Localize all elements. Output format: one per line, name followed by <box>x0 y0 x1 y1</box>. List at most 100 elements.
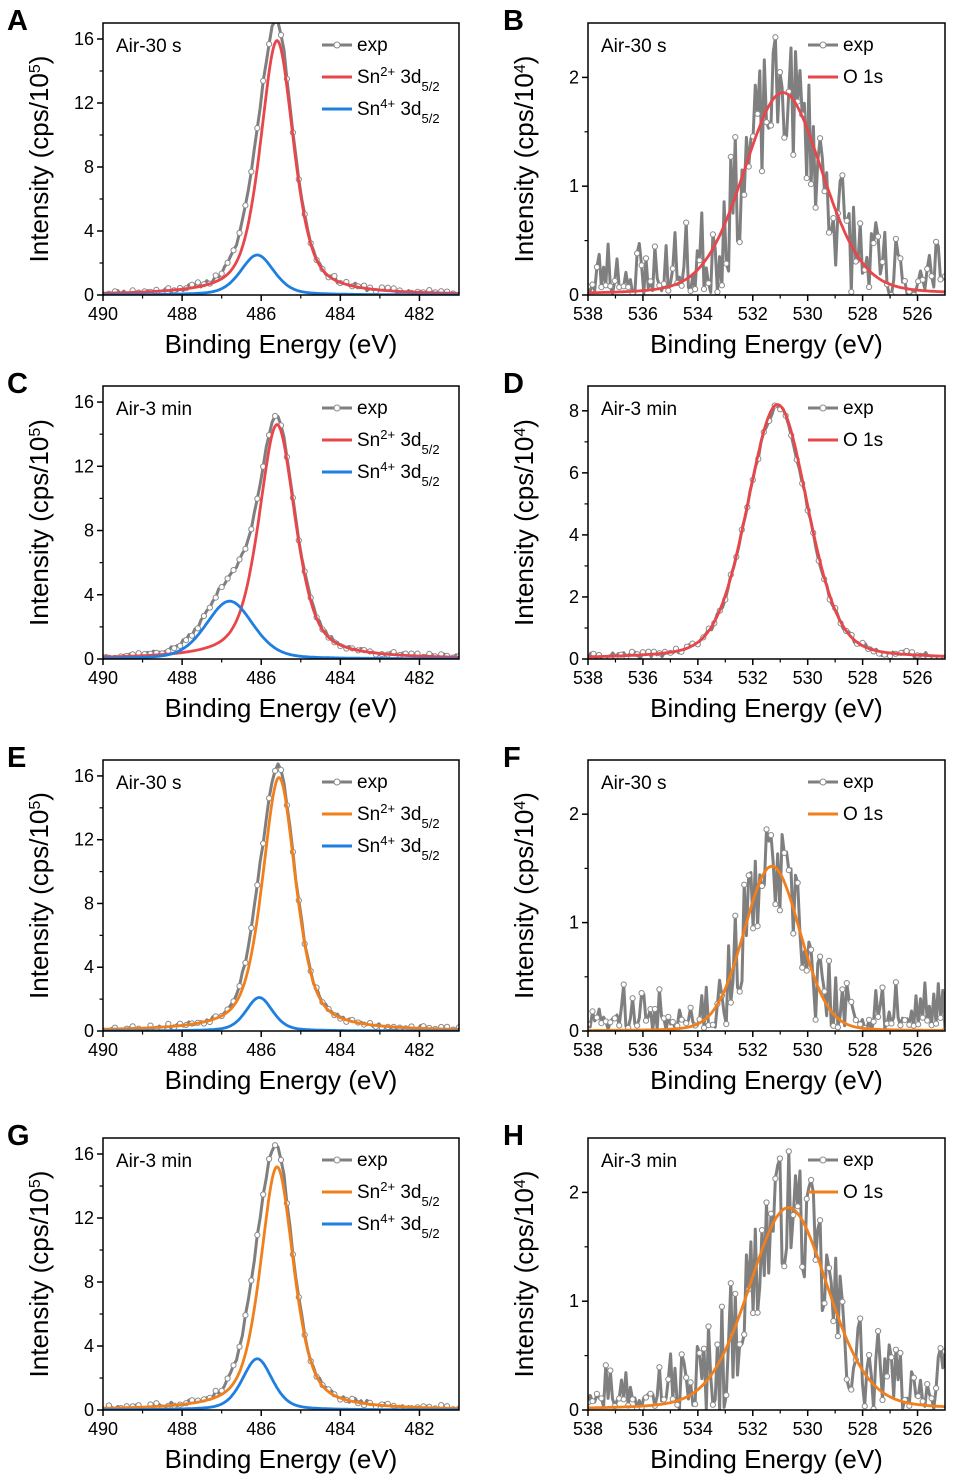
y-tick-label: 1 <box>569 176 579 196</box>
x-tick-label: 532 <box>738 1419 768 1439</box>
x-tick-label: 528 <box>848 1419 878 1439</box>
exp-point <box>870 1018 877 1025</box>
series-fit-line <box>103 423 459 659</box>
y-tick-label: 16 <box>74 29 94 49</box>
x-tick-label: 490 <box>88 668 118 688</box>
panel-a: 490 488 486 484 482 0 4 8 12 16 Binding Energy (eV… <box>7 5 460 359</box>
exp-point <box>206 604 213 611</box>
exp-point <box>242 545 249 552</box>
x-tick-label: 530 <box>793 1040 823 1060</box>
legend-marker <box>333 778 341 786</box>
y-tick-label: 8 <box>84 893 94 913</box>
exp-point <box>248 924 255 932</box>
x-tick-label: 528 <box>848 304 878 324</box>
exp-point <box>754 1309 761 1316</box>
exp-point <box>687 1004 694 1011</box>
exp-point <box>602 1362 609 1369</box>
exp-point <box>834 1024 842 1031</box>
exp-point <box>607 1019 614 1026</box>
exp-point <box>933 1385 940 1392</box>
exp-point <box>830 215 837 222</box>
exp-point <box>638 990 645 997</box>
legend-label-o1s: O 1s <box>843 430 883 451</box>
exp-point <box>888 1354 895 1361</box>
exp-point <box>705 280 712 287</box>
exp-point <box>611 1015 618 1022</box>
exp-point <box>236 229 243 237</box>
exp-point <box>629 995 636 1002</box>
sample-annotation: Air-30 s <box>116 773 181 794</box>
y-tick-label: 1 <box>569 913 579 933</box>
legend-label-sn2: Sn2+ 3d5/2 <box>357 427 440 457</box>
legend-marker <box>819 778 827 786</box>
exp-point <box>709 1021 717 1028</box>
exp-point <box>919 276 926 283</box>
plot-frame <box>587 759 946 1032</box>
exp-point <box>919 1014 926 1021</box>
exp-point <box>736 988 743 995</box>
exp-point <box>825 229 833 236</box>
exp-point <box>683 219 690 226</box>
legend-label-exp: exp <box>843 1150 874 1171</box>
exp-point <box>260 77 267 85</box>
exp-point <box>194 625 201 632</box>
exp-point <box>607 1367 614 1374</box>
exp-point <box>903 647 910 655</box>
x-tick-label: 526 <box>903 668 933 688</box>
y-tick-label: 2 <box>569 804 579 824</box>
x-tick-label: 482 <box>404 668 434 688</box>
exp-point <box>171 645 178 652</box>
exp-point <box>727 153 734 160</box>
x-tick-label: 486 <box>246 668 276 688</box>
exp-point <box>634 250 641 257</box>
y-axis-title: Intensity (cps/104) <box>509 792 539 999</box>
x-tick-label: 488 <box>167 304 197 324</box>
panel-letter: E <box>7 742 26 774</box>
exp-point <box>892 979 900 986</box>
legend-label-exp: exp <box>357 398 388 419</box>
plot-frame <box>587 1137 946 1411</box>
x-tick-label: 488 <box>167 668 197 688</box>
exp-point <box>272 412 279 420</box>
exp-point <box>803 1195 810 1202</box>
exp-point <box>598 1395 605 1402</box>
exp-point <box>651 243 659 250</box>
exp-point <box>758 1227 766 1234</box>
exp-point <box>901 277 908 285</box>
exp-point <box>803 967 810 974</box>
exp-point <box>593 1390 601 1398</box>
legend-label-sn2: Sn2+ 3d5/2 <box>357 1179 440 1209</box>
series-exp-line <box>103 23 459 295</box>
sample-annotation: Air-30 s <box>601 36 666 57</box>
exp-point <box>718 1303 726 1310</box>
exp-point <box>776 69 784 76</box>
series-fit-line <box>588 864 945 1031</box>
sample-annotation: Air-30 s <box>601 773 666 794</box>
legend-marker <box>333 41 341 49</box>
exp-point <box>808 946 815 953</box>
exp-point <box>732 1290 739 1297</box>
x-tick-label: 532 <box>738 1040 768 1060</box>
exp-point <box>852 258 859 265</box>
y-axis-title: Intensity (cps/104) <box>509 1171 539 1378</box>
exp-point <box>260 1191 267 1198</box>
y-axis-title: Intensity (cps/105) <box>24 56 54 263</box>
exp-point <box>242 959 249 966</box>
exp-point <box>888 1020 895 1027</box>
x-tick-label: 526 <box>903 1040 933 1060</box>
exp-point <box>781 1263 788 1270</box>
exp-point <box>758 168 766 175</box>
exp-point <box>700 1345 708 1352</box>
series-group <box>103 23 459 295</box>
exp-point <box>248 526 255 533</box>
exp-point <box>852 1017 859 1024</box>
exp-point <box>248 168 255 175</box>
exp-point <box>754 110 761 117</box>
exp-point <box>937 276 944 283</box>
exp-point <box>656 986 663 993</box>
exp-point <box>611 277 618 284</box>
exp-point <box>915 1021 922 1028</box>
exp-point <box>817 135 824 142</box>
